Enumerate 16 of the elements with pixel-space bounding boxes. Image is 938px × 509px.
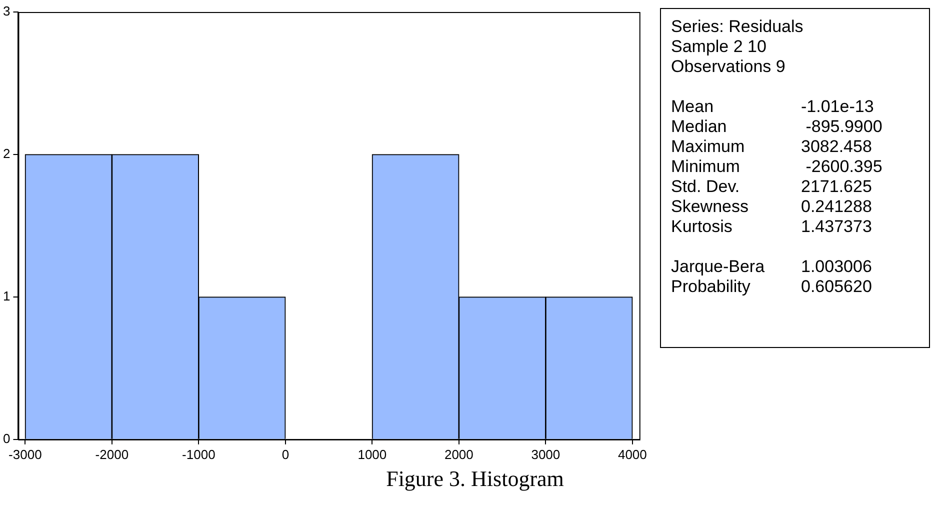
text: Series: Residuals Sample 2 10 Observations 9 [671,17,804,77]
y-tick-label: 0 [2,430,10,446]
y-tick-label: 1 [2,288,10,304]
y-tick-label: 2 [2,146,10,162]
x-tick-label: -2000 [95,446,129,462]
x-tick-label: -1000 [182,446,216,462]
text: Figure 3. Histogram [385,466,565,492]
text: Jarque-Bera 1.003006 Probability 0.605620 [671,257,872,296]
text: Mean -1.01e-13 Median -895.9900 Maximum 3082.458 Minimum -2600.395 Std. Dev. 2171.625 Skewness 0.241288 Kurtosis 1.437373 [671,97,882,236]
x-tick-label: 0 [282,446,290,462]
x-tick-label: 1000 [358,446,387,462]
x-tick-label: 3000 [531,446,560,462]
x-tick-label: -3000 [8,446,42,462]
x-tick-label: 4000 [618,446,647,462]
y-tick-label: 3 [2,4,10,19]
x-tick-label: 2000 [444,446,474,462]
